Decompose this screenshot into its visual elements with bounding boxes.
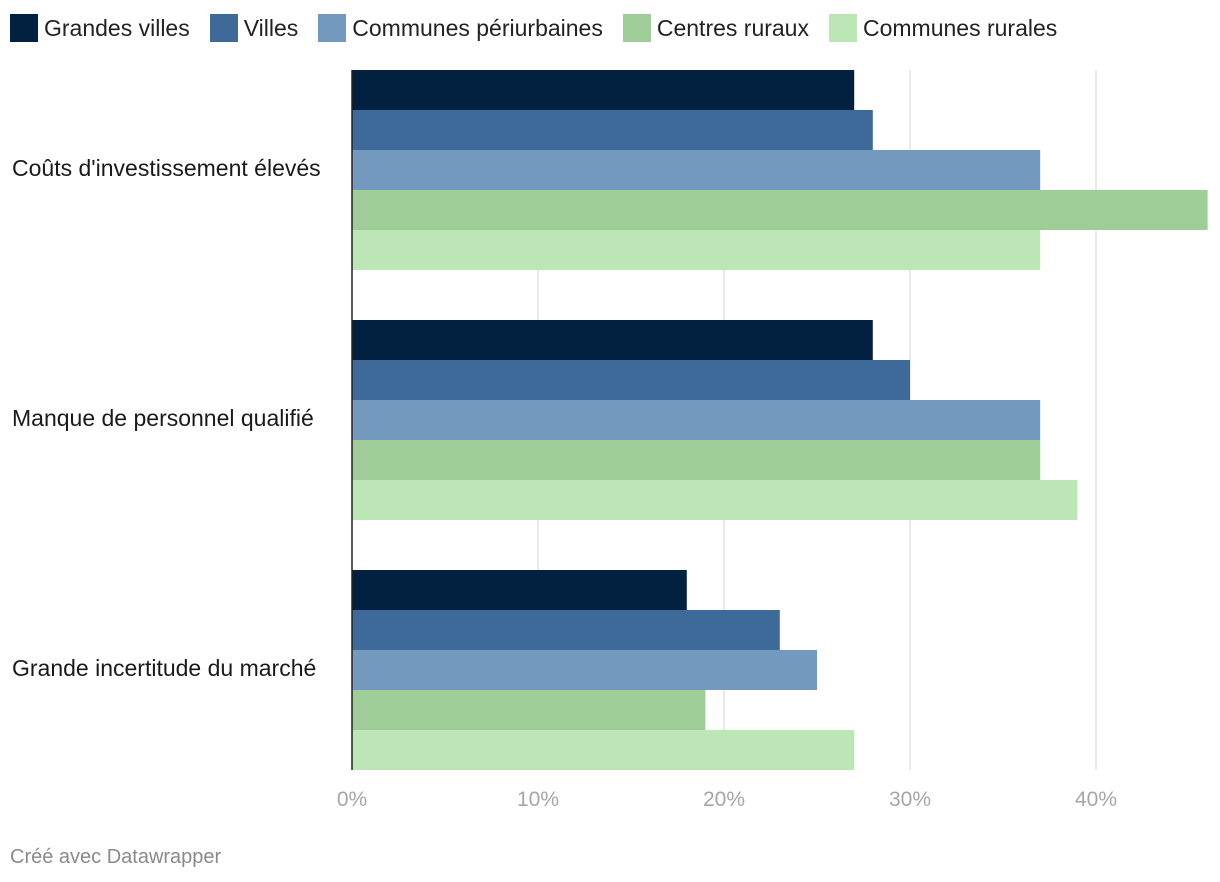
legend-item-centres-ruraux: Centres ruraux: [622, 14, 809, 42]
bar-communes-rurales-2: [352, 480, 1078, 520]
legend-swatch: [318, 14, 347, 42]
category-labels: Coûts d'investissement élevés Manque de p…: [12, 155, 321, 681]
bar-communes-rurales-3: [352, 730, 855, 770]
bar-centres-ruraux-3: [352, 690, 706, 730]
x-tick-label: 10%: [517, 788, 559, 811]
bar-grandes-villes-3: [352, 570, 687, 610]
bar-communes-periurbaines-3: [352, 650, 817, 690]
bar-villes-3: [352, 610, 780, 650]
legend-label: Communes rurales: [862, 14, 1058, 41]
legend-swatch: [10, 14, 38, 42]
legend: Grandes villes Villes Communes périurbaine…: [10, 12, 1077, 44]
bar-centres-ruraux-1: [352, 190, 1208, 230]
legend-label: Villes: [243, 14, 299, 41]
legend-swatch: [622, 14, 651, 42]
bar-communes-rurales-1: [352, 230, 1041, 270]
category-label: Coûts d'investissement élevés: [12, 155, 321, 181]
bar-centres-ruraux-2: [352, 440, 1041, 480]
x-tick-label: 30%: [889, 788, 931, 811]
legend-item-communes-rurales: Communes rurales: [828, 14, 1058, 42]
bar-grandes-villes-1: [352, 70, 855, 110]
legend-label: Communes périurbaines: [352, 14, 603, 41]
bar-grandes-villes-2: [352, 320, 873, 360]
legend-label: Grandes villes: [44, 14, 190, 41]
legend-swatch: [828, 14, 857, 42]
legend-item-villes: Villes: [209, 14, 299, 42]
category-label: Manque de personnel qualifié: [12, 405, 314, 431]
credit-footer[interactable]: Créé avec Datawrapper: [10, 846, 222, 868]
x-tick-label: 40%: [1075, 788, 1117, 811]
x-tick-labels: 0% 10% 20% 30% 40%: [337, 788, 1117, 811]
category-label: Grande incertitude du marché: [12, 655, 316, 681]
legend-label: Centres ruraux: [656, 14, 809, 41]
bar-villes-2: [352, 360, 910, 400]
bar-villes-1: [352, 110, 873, 150]
x-tick-label: 0%: [337, 788, 367, 811]
bar-communes-periurbaines-2: [352, 400, 1041, 440]
legend-item-communes-periurbaines: Communes périurbaines: [318, 14, 603, 42]
legend-item-grandes-villes: Grandes villes: [10, 14, 190, 42]
bars: [352, 70, 1208, 770]
x-tick-label: 20%: [703, 788, 745, 811]
bar-communes-periurbaines-1: [352, 150, 1041, 190]
legend-swatch: [209, 14, 238, 42]
